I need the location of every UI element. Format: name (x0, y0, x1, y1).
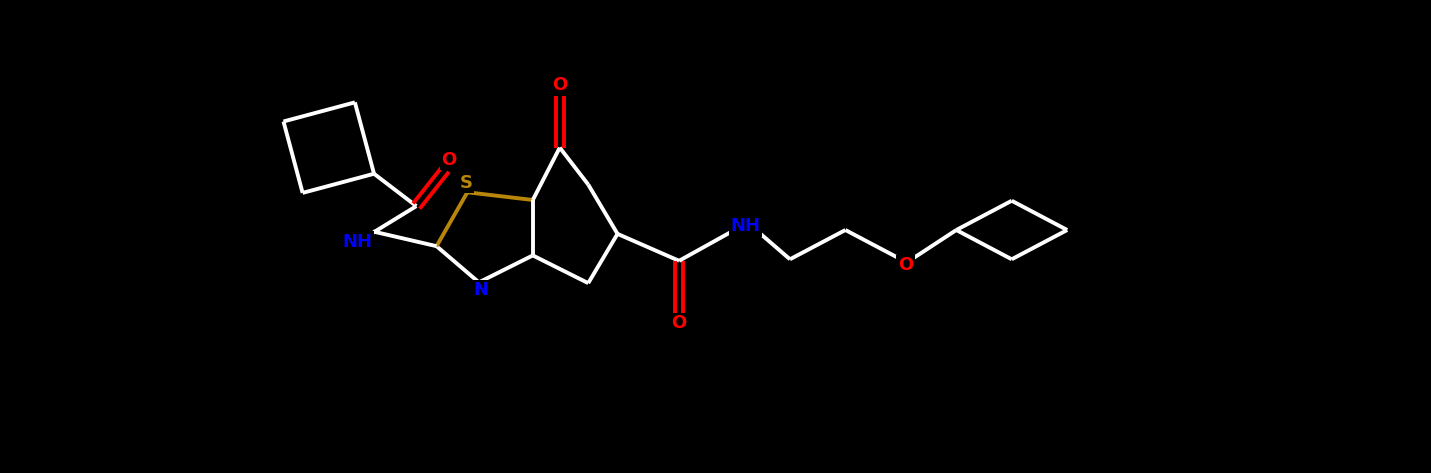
Text: O: O (671, 314, 687, 332)
Text: NH: NH (342, 233, 372, 251)
Text: N: N (472, 281, 488, 299)
Text: O: O (897, 256, 913, 274)
Text: O: O (552, 76, 567, 94)
Text: S: S (459, 174, 472, 192)
Text: NH: NH (730, 217, 760, 235)
Text: O: O (441, 151, 456, 169)
